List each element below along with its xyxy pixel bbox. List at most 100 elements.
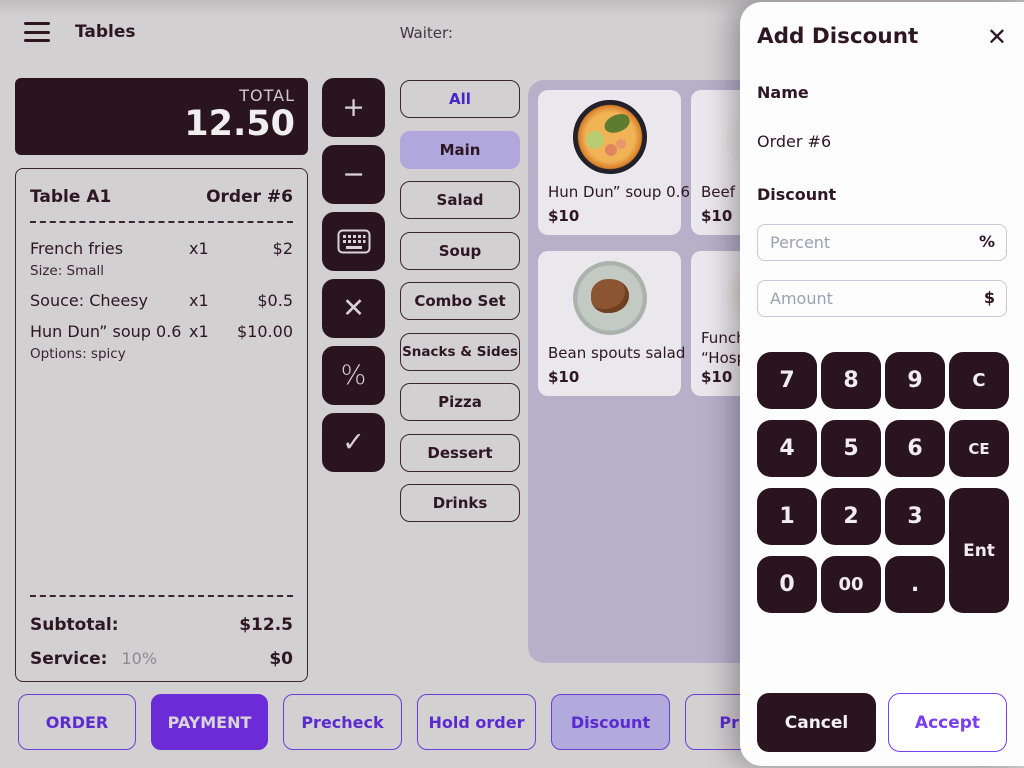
item-qty: x1 (189, 322, 209, 341)
keyboard-button[interactable] (322, 212, 385, 271)
product-image-soup (572, 100, 647, 174)
product-name: Hun Dun” soup 0.6 (548, 183, 690, 201)
service-label: Service: (30, 649, 108, 669)
cancel-button[interactable]: Cancel (757, 693, 876, 752)
total-label: TOTAL (239, 86, 295, 105)
subtotal-value: $12.5 (239, 615, 293, 635)
accept-button[interactable]: Accept (888, 693, 1007, 752)
keyboard-icon (337, 229, 370, 254)
key-4[interactable]: 4 (757, 420, 817, 477)
category-salad[interactable]: Salad (400, 181, 520, 219)
page-title: Tables (75, 22, 136, 42)
modal-actions: Cancel Accept (757, 693, 1007, 752)
product-price: $10 (701, 207, 733, 225)
key-clear-entry[interactable]: CE (949, 420, 1009, 477)
category-soup[interactable]: Soup (400, 231, 520, 270)
percent-input[interactable] (757, 224, 1007, 261)
key-9[interactable]: 9 (885, 352, 945, 409)
key-7[interactable]: 7 (757, 352, 817, 409)
add-discount-modal: Add Discount ✕ Name Order #6 Discount % … (740, 2, 1024, 766)
check-icon: ✓ (342, 427, 365, 458)
order-item[interactable]: Hun Dun” soup 0.6 x1 $10.00 (30, 322, 293, 341)
percent-button[interactable]: % (322, 346, 385, 405)
product-name-line2: “Hosp (701, 349, 747, 368)
order-panel: Table A1 Order #6 French fries x1 $2 Siz… (15, 168, 308, 682)
payment-button[interactable]: PAYMENT (151, 694, 268, 750)
plus-button[interactable]: + (322, 78, 385, 137)
product-price: $10 (548, 368, 580, 386)
confirm-button[interactable]: ✓ (322, 413, 385, 472)
divider (30, 595, 293, 597)
precheck-button[interactable]: Precheck (283, 694, 402, 750)
category-snacks-sides[interactable]: Snacks & Sides (400, 332, 520, 371)
item-price: $2 (272, 239, 293, 258)
plus-icon: + (342, 92, 365, 123)
category-pizza[interactable]: Pizza (400, 383, 520, 421)
order-item[interactable]: Souce: Cheesy x1 $0.5 (30, 291, 293, 310)
action-bar: ORDER PAYMENT Precheck Hold order Discou… (18, 694, 804, 750)
key-8[interactable]: 8 (821, 352, 881, 409)
item-qty: x1 (189, 239, 209, 258)
discount-label: Discount (757, 185, 837, 204)
item-price: $0.5 (257, 291, 293, 310)
key-00[interactable]: 00 (821, 556, 881, 613)
category-combo-set[interactable]: Combo Set (400, 282, 520, 320)
menu-icon[interactable] (24, 22, 50, 42)
item-note: Options: spicy (30, 346, 126, 362)
item-name: French fries (30, 239, 124, 258)
category-main[interactable]: Main (400, 130, 520, 169)
amount-input[interactable] (757, 280, 1007, 317)
minus-icon: − (342, 159, 365, 190)
divider (30, 221, 293, 223)
key-5[interactable]: 5 (821, 420, 881, 477)
key-6[interactable]: 6 (885, 420, 945, 477)
service-rate[interactable]: 10% (121, 649, 158, 668)
percent-suffix: % (978, 232, 995, 251)
product-name: Bean spouts salad (548, 344, 686, 362)
subtotal-label: Subtotal: (30, 615, 119, 635)
item-price: $10.00 (237, 322, 293, 341)
total-display: TOTAL 12.50 (15, 78, 308, 155)
waiter-label: Waiter: (399, 24, 453, 42)
order-item[interactable]: French fries x1 $2 (30, 239, 293, 258)
item-name: Souce: Cheesy (30, 291, 149, 310)
top-bar: Tables Waiter: (0, 0, 740, 64)
product-name: Beef c (701, 183, 749, 201)
category-drinks[interactable]: Drinks (400, 484, 520, 522)
name-label: Name (757, 83, 809, 102)
percent-field-wrap: % (757, 224, 1007, 261)
key-1[interactable]: 1 (757, 488, 817, 545)
remove-button[interactable]: ✕ (322, 279, 385, 338)
key-enter[interactable]: Ent (949, 488, 1009, 613)
amount-suffix: $ (983, 288, 995, 307)
key-clear[interactable]: C (949, 352, 1009, 409)
key-2[interactable]: 2 (821, 488, 881, 545)
table-name: Table A1 (30, 187, 112, 207)
modal-title: Add Discount (757, 24, 919, 49)
product-card[interactable]: Bean spouts salad $10 (538, 251, 686, 396)
item-name: Hun Dun” soup 0.6 (30, 322, 182, 341)
minus-button[interactable]: − (322, 145, 385, 204)
key-dot[interactable]: . (885, 556, 945, 613)
numeric-keypad: 7 8 9 C 4 5 6 CE 1 2 3 Ent 0 00 . (757, 352, 1009, 613)
close-icon[interactable]: ✕ (986, 22, 1007, 51)
order-tools: + − ✕ % (322, 78, 385, 472)
percent-icon: % (340, 360, 367, 391)
hold-order-button[interactable]: Hold order (417, 694, 536, 750)
service-value: $0 (269, 649, 293, 669)
category-all[interactable]: All (400, 80, 520, 118)
amount-field-wrap: $ (757, 280, 1007, 317)
product-image-sprouts (572, 261, 647, 335)
product-card[interactable]: Hun Dun” soup 0.6 $10 (538, 90, 690, 235)
item-note: Size: Small (30, 263, 105, 279)
product-price: $10 (548, 207, 580, 225)
total-amount: 12.50 (184, 104, 295, 144)
category-list: All Main Salad Soup Combo Set Snacks & S… (400, 80, 520, 522)
key-0[interactable]: 0 (757, 556, 817, 613)
discount-button[interactable]: Discount (551, 694, 670, 750)
category-dessert[interactable]: Dessert (400, 433, 520, 472)
key-3[interactable]: 3 (885, 488, 945, 545)
order-button[interactable]: ORDER (18, 694, 136, 750)
order-number: Order #6 (206, 187, 293, 207)
